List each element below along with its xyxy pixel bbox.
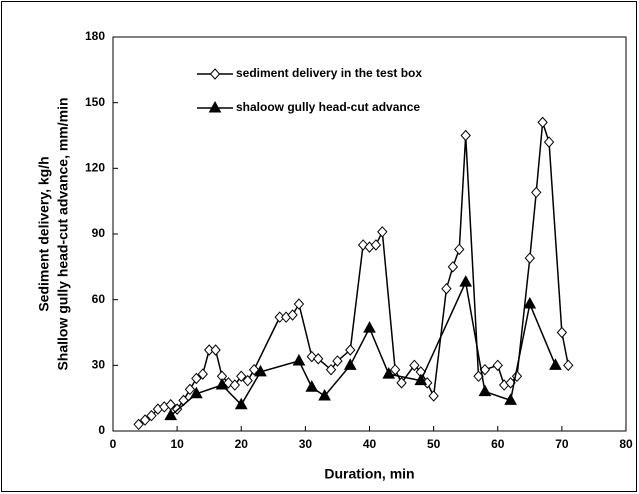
x-tick-label: 30 [299, 437, 313, 451]
diamond-marker [556, 326, 568, 339]
diamond-marker [236, 370, 247, 383]
y-tick-label: 180 [85, 29, 105, 43]
diamond-marker [332, 355, 343, 367]
triangle-marker [318, 388, 331, 401]
x-tick-label: 20 [235, 437, 249, 451]
diamond-marker [524, 252, 535, 264]
diamond-marker [293, 298, 305, 310]
diamond-marker [248, 363, 260, 376]
diamond-marker [325, 363, 337, 376]
diamond-marker [242, 374, 253, 387]
y-tick-label: 30 [92, 358, 106, 372]
legend-label: sediment delivery in the test box [236, 66, 422, 80]
legend-label: shaloow gully head-cut advance [236, 100, 420, 114]
x-axis-title: Duration, min [324, 466, 414, 482]
triangle-marker [343, 358, 357, 370]
triangle-marker [382, 367, 396, 379]
diamond-marker [563, 359, 574, 372]
triangle-marker [305, 380, 319, 392]
x-tick-label: 80 [619, 437, 633, 451]
triangle-marker [478, 384, 492, 397]
diamond-marker [229, 379, 241, 391]
diamond-marker [287, 309, 298, 321]
series-line [170, 279, 557, 417]
triangle-marker [363, 321, 376, 333]
x-tick-label: 0 [110, 437, 117, 451]
y-tick-label: 90 [92, 226, 106, 240]
x-tick-label: 10 [170, 437, 184, 451]
diamond-marker [479, 363, 491, 376]
legend-marker [208, 100, 222, 113]
diamond-marker [313, 353, 324, 365]
diamond-marker [447, 261, 459, 273]
diamond-marker [441, 282, 452, 295]
diamond-marker [543, 136, 555, 148]
diamond-marker [197, 368, 208, 380]
diamond-marker [531, 186, 542, 199]
diamond-marker [139, 414, 151, 426]
diamond-marker [133, 418, 144, 431]
triangle-marker [414, 373, 428, 386]
diamond-marker [428, 390, 439, 402]
y-axis-title: Sediment delivery, kg/h [36, 156, 52, 311]
y-tick-label: 150 [85, 95, 105, 109]
triangle-marker [190, 386, 203, 399]
legend-marker [209, 68, 221, 80]
triangle-marker [504, 393, 517, 405]
triangle-marker [254, 364, 267, 377]
diamond-marker [146, 409, 157, 422]
triangle-marker [164, 408, 178, 421]
diamond-marker [345, 344, 356, 356]
diamond-marker [191, 372, 202, 385]
triangle-marker [215, 377, 229, 390]
diamond-marker [454, 243, 465, 256]
diamond-marker [492, 359, 503, 372]
y-tick-label: 60 [92, 292, 106, 306]
diamond-marker [377, 226, 388, 238]
triangle-marker [234, 397, 248, 410]
x-tick-label: 40 [363, 437, 377, 451]
diamond-marker [370, 239, 382, 251]
diamond-marker [184, 383, 196, 396]
diamond-marker [396, 377, 407, 389]
diamond-marker [210, 344, 221, 356]
x-tick-label: 50 [427, 437, 441, 451]
diamond-marker [537, 116, 548, 129]
x-tick-label: 60 [491, 437, 505, 451]
triangle-marker [523, 297, 537, 309]
y-tick-label: 120 [85, 161, 105, 175]
triangle-marker [292, 353, 306, 366]
y-tick-label: 0 [98, 423, 105, 437]
triangle-marker [549, 358, 562, 370]
x-tick-label: 70 [555, 437, 569, 451]
plot-frame [112, 36, 627, 432]
diamond-marker [460, 129, 471, 142]
triangle-marker [459, 275, 473, 287]
y-axis-title: Shallow gully head-cut advance, mm/min [55, 97, 71, 370]
diamond-marker [409, 359, 420, 372]
